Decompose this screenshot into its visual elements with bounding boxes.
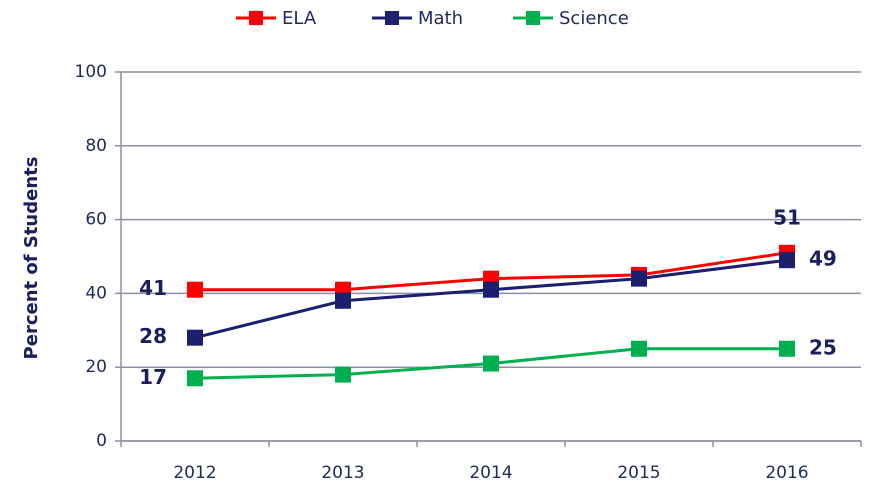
point-marker [631, 340, 647, 357]
point-marker [779, 252, 795, 269]
point-marker [335, 366, 351, 383]
data-label: 28 [139, 324, 167, 348]
y-tick-label: 40 [85, 283, 107, 303]
y-tick-label: 80 [85, 136, 107, 156]
x-tick-label: 2016 [765, 463, 808, 483]
x-tick-label: 2015 [617, 463, 660, 483]
legend-marker [385, 11, 399, 25]
legend-label: Math [418, 8, 463, 29]
legend-label: Science [559, 8, 629, 29]
point-marker [187, 329, 203, 346]
x-tick-label: 2012 [173, 463, 216, 483]
legend-marker [526, 11, 540, 25]
point-marker [631, 270, 647, 287]
point-marker [483, 281, 499, 298]
point-marker [779, 340, 795, 357]
legend-marker [249, 11, 263, 25]
point-marker [335, 292, 351, 309]
point-marker [187, 281, 203, 298]
data-label: 17 [139, 365, 167, 389]
data-label: 25 [809, 335, 837, 359]
y-tick-label: 60 [85, 210, 107, 230]
y-tick-label: 100 [75, 62, 107, 82]
point-marker [483, 355, 499, 372]
data-label: 41 [139, 276, 167, 300]
y-tick-label: 20 [85, 357, 107, 377]
y-axis-label: Percent of Students [21, 157, 42, 360]
data-label: 49 [809, 247, 837, 271]
x-tick-label: 2014 [469, 463, 512, 483]
legend-label: ELA [282, 8, 317, 29]
y-tick-label: 0 [96, 431, 107, 451]
x-tick-label: 2013 [321, 463, 364, 483]
data-label: 51 [773, 205, 801, 229]
point-marker [187, 370, 203, 387]
